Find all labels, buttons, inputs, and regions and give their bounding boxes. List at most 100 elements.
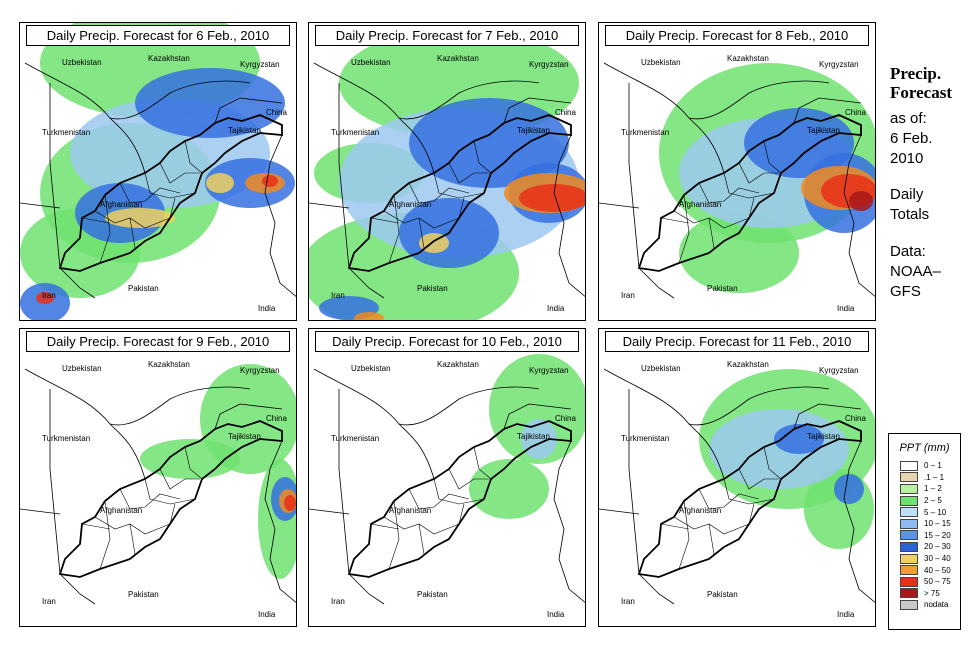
country-border (49, 83, 61, 269)
legend-item: 50 – 75 (889, 576, 960, 588)
country-label-turkmenistan: Turkmenistan (621, 128, 669, 137)
country-label-uzbekistan: Uzbekistan (641, 58, 681, 67)
as-of-date: 6 Feb. (890, 130, 933, 147)
country-label-afghanistan: Afghanistan (679, 506, 721, 515)
province-border (473, 446, 492, 480)
country-label-tajikistan: Tajikistan (517, 126, 550, 135)
side-title: Precip. Forecast (890, 64, 952, 102)
province-border (433, 478, 485, 505)
forecast-map-6feb: Daily Precip. Forecast for 6 Feb., 2010 … (19, 22, 297, 321)
country-label-uzbekistan: Uzbekistan (62, 58, 102, 67)
province-border (448, 468, 489, 490)
legend-item: 40 – 50 (889, 564, 960, 576)
country-label-pakistan: Pakistan (707, 590, 738, 599)
country-label-iran: Iran (331, 597, 345, 606)
country-label-india: India (258, 610, 276, 619)
country-label-afghanistan: Afghanistan (100, 200, 142, 209)
forecast-map-7feb: Daily Precip. Forecast for 7 Feb., 2010 … (308, 22, 586, 321)
province-border (169, 503, 176, 525)
country-label-kyrgyzstan: Kyrgyzstan (819, 60, 859, 69)
province-border (748, 503, 755, 525)
province-border (184, 446, 203, 480)
country-label-tajikistan: Tajikistan (807, 432, 840, 441)
legend-item: 20 – 30 (889, 541, 960, 553)
legend-label: 1 – 2 (924, 484, 942, 494)
country-border (603, 62, 830, 120)
country-label-india: India (258, 304, 276, 313)
country-label-china: China (555, 108, 576, 117)
country-border (59, 573, 96, 605)
province-border (81, 523, 111, 530)
country-label-turkmenistan: Turkmenistan (331, 434, 379, 443)
afghanistan-border (637, 114, 862, 272)
province-border (660, 523, 690, 530)
country-border (603, 368, 830, 426)
side-title-line2: Forecast (890, 83, 952, 102)
legend-label: 2 – 5 (924, 496, 942, 506)
as-of-label: as of: (890, 110, 927, 127)
precip-area (679, 213, 799, 293)
country-border (338, 83, 350, 269)
province-border (119, 488, 181, 510)
legend-label: 10 – 15 (924, 519, 951, 529)
province-border (698, 488, 760, 510)
legend-swatch (900, 507, 918, 518)
country-label-kyrgyzstan: Kyrgyzstan (529, 60, 569, 69)
legend-item: 5 – 10 (889, 506, 960, 518)
country-label-tajikistan: Tajikistan (807, 126, 840, 135)
country-label-tajikistan: Tajikistan (228, 126, 261, 135)
map-6feb: Kazakhstan Uzbekistan Kyrgyzstan Turkmenist… (20, 23, 296, 320)
country-label-uzbekistan: Uzbekistan (62, 364, 102, 373)
legend-swatch (900, 460, 918, 471)
country-label-china: China (845, 108, 866, 117)
country-label-kyrgyzstan: Kyrgyzstan (529, 366, 569, 375)
country-border (264, 440, 296, 603)
legend-item: > 75 (889, 588, 960, 600)
country-border (59, 267, 96, 299)
country-label-pakistan: Pakistan (707, 284, 738, 293)
country-label-afghanistan: Afghanistan (679, 200, 721, 209)
side-title-line1: Precip. (890, 64, 942, 83)
legend-item: 10 – 15 (889, 518, 960, 530)
country-border (20, 508, 61, 515)
province-border (418, 217, 425, 249)
panel-title: Daily Precip. Forecast for 9 Feb., 2010 (26, 331, 290, 352)
panel-title: Daily Precip. Forecast for 6 Feb., 2010 (26, 25, 290, 46)
country-border (599, 202, 640, 209)
province-border (408, 488, 470, 510)
country-label-china: China (845, 414, 866, 423)
province-border (678, 500, 690, 570)
country-label-india: India (547, 610, 565, 619)
panel-title: Daily Precip. Forecast for 10 Feb., 2010 (315, 331, 579, 352)
province-border (94, 516, 171, 535)
country-border (24, 62, 251, 120)
legend-swatch (900, 553, 918, 564)
country-border (24, 368, 251, 426)
country-label-kazakhstan: Kazakhstan (727, 54, 769, 63)
precip-area (135, 68, 285, 138)
country-border (553, 134, 585, 297)
country-label-afghanistan: Afghanistan (389, 506, 431, 515)
country-border (309, 508, 350, 515)
country-label-tajikistan: Tajikistan (517, 432, 550, 441)
province-border (763, 140, 782, 174)
country-label-afghanistan: Afghanistan (100, 506, 142, 515)
country-label-uzbekistan: Uzbekistan (641, 364, 681, 373)
country-border (309, 202, 350, 209)
country-border (338, 389, 350, 575)
country-border (20, 202, 61, 209)
country-border (398, 423, 435, 480)
forecast-map-8feb: Daily Precip. Forecast for 8 Feb., 2010 … (598, 22, 876, 321)
country-label-kyrgyzstan: Kyrgyzstan (240, 366, 280, 375)
daily-label: Daily (890, 186, 924, 203)
legend-swatch (900, 541, 918, 552)
precip-area (519, 184, 585, 212)
province-border (119, 182, 181, 204)
legend-item: 15 – 20 (889, 530, 960, 542)
precip-area (489, 354, 585, 464)
country-label-iran: Iran (621, 597, 635, 606)
country-border (49, 389, 61, 575)
legend-title: PPT (mm) (899, 442, 950, 454)
province-border (698, 182, 760, 204)
